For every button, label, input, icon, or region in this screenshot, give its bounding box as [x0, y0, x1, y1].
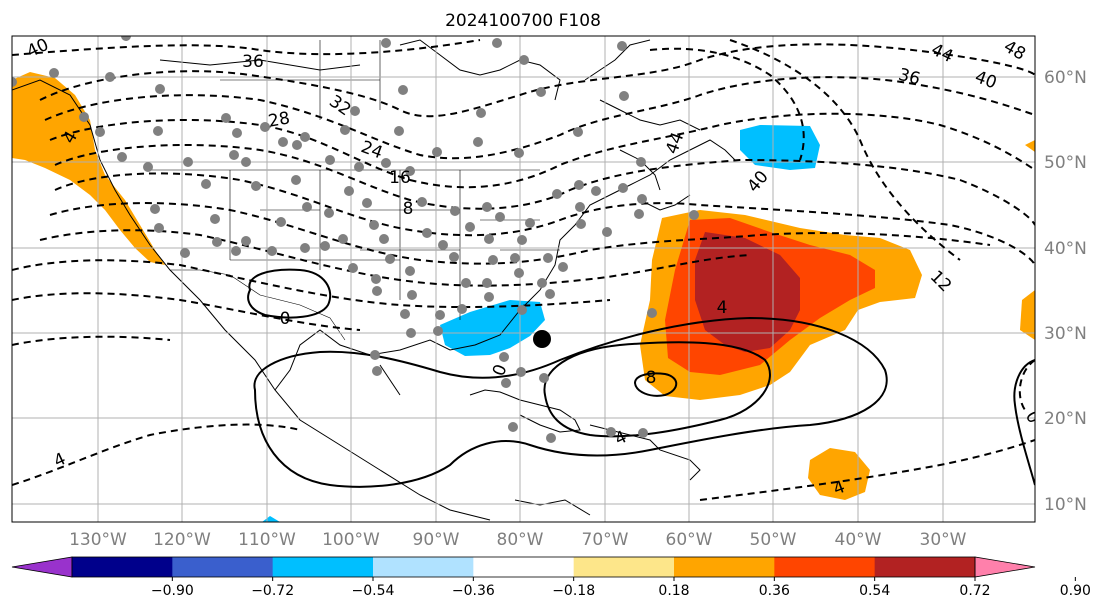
- lat-label: 50°N: [1044, 153, 1087, 173]
- colorbar-segment: [874, 557, 976, 577]
- contour-label: 36: [242, 52, 264, 72]
- colorbar-segment: [573, 557, 675, 577]
- zero-contour-small-loop: [247, 268, 332, 319]
- colorbar-segment: [172, 557, 274, 577]
- colorbar-segment: [774, 557, 876, 577]
- lon-label: 100°W: [322, 530, 380, 550]
- colorbar-tick-label: −0.72: [251, 583, 294, 599]
- colorbar-segment: [473, 557, 575, 577]
- positive-contours: [247, 268, 1035, 488]
- longitude-labels: 130°W 120°W 110°W 100°W 90°W 80°W 70°W 6…: [69, 530, 967, 550]
- negative-anomaly-blue-gulf: [440, 300, 545, 356]
- colorbar-extend-low: [11, 556, 73, 578]
- anomaly-shading: [12, 72, 1035, 522]
- colorbar-tick-label: 0.90: [1060, 583, 1091, 599]
- contour-label: 16: [389, 168, 411, 188]
- lat-label: 40°N: [1044, 239, 1087, 259]
- lon-label: 50°W: [750, 530, 797, 550]
- positive-anomaly-orange-west-coast: [12, 72, 165, 265]
- contour-label: 28: [267, 108, 292, 131]
- positive-anomaly-orange-east-small: [1025, 140, 1035, 152]
- colorbar-tick-label: −0.54: [352, 583, 395, 599]
- positive-anomaly-orange-east-edge: [1020, 290, 1035, 340]
- lon-label: 30°W: [920, 530, 967, 550]
- graticule: [12, 36, 1035, 522]
- colorbar-tick-label: −0.36: [452, 583, 495, 599]
- station-markers: [12, 36, 699, 443]
- positive-anomaly-orange-south: [808, 448, 870, 500]
- lon-label: 70°W: [582, 530, 629, 550]
- lat-label: 10°N: [1044, 495, 1087, 515]
- latitude-labels: 60°N 50°N 40°N 30°N 20°N 10°N: [1044, 68, 1087, 515]
- lat-label: 60°N: [1044, 68, 1087, 88]
- colorbar-tick-label: 0.18: [658, 583, 689, 599]
- colorbar-tick-label: −0.18: [552, 583, 595, 599]
- map-panel: 40 36 28 32 24 16 8 0 0 0 4 4 4 4 4 8 12…: [12, 36, 1035, 522]
- colorbar-tick-label: 0.54: [859, 583, 890, 599]
- contour-label: 4: [717, 298, 728, 318]
- colorbar-tick-label: 0.72: [959, 583, 990, 599]
- lon-label: 90°W: [413, 530, 460, 550]
- lon-label: 40°W: [835, 530, 882, 550]
- lon-label: 60°W: [666, 530, 713, 550]
- political-borders: [150, 40, 560, 341]
- colorbar: −0.90 −0.72 −0.54 −0.36 −0.18 0.18 0.36 0.54 0.7…: [11, 556, 1091, 599]
- lon-label: 80°W: [497, 530, 544, 550]
- colorbar-segment: [72, 557, 173, 577]
- contour-label: 8: [403, 199, 414, 219]
- lon-label: 130°W: [69, 530, 127, 550]
- colorbar-segment: [373, 557, 474, 577]
- four-contour: [543, 341, 771, 438]
- colorbar-segment: [272, 557, 374, 577]
- lon-label: 110°W: [238, 530, 296, 550]
- colorbar-outline: [71, 556, 976, 578]
- lat-label: 30°N: [1044, 324, 1087, 344]
- eight-contour: [633, 372, 678, 397]
- positive-anomaly-darkred-atlantic: [695, 232, 800, 352]
- map-title: 2024100700 F108: [445, 11, 601, 31]
- colorbar-tick-label: −0.90: [151, 583, 194, 599]
- zero-contour-large: [253, 316, 888, 488]
- zero-contour-east: [1013, 359, 1035, 486]
- colorbar-extend-high: [974, 556, 1036, 578]
- colorbar-segment: [674, 557, 775, 577]
- map-frame: [11, 35, 1036, 523]
- colorbar-tick-label: 0.36: [759, 583, 790, 599]
- storm-center-marker: [533, 330, 551, 348]
- contour-label: 8: [646, 368, 657, 388]
- lat-label: 20°N: [1044, 409, 1087, 429]
- lon-label: 120°W: [153, 530, 211, 550]
- contour-label: 0: [280, 309, 291, 329]
